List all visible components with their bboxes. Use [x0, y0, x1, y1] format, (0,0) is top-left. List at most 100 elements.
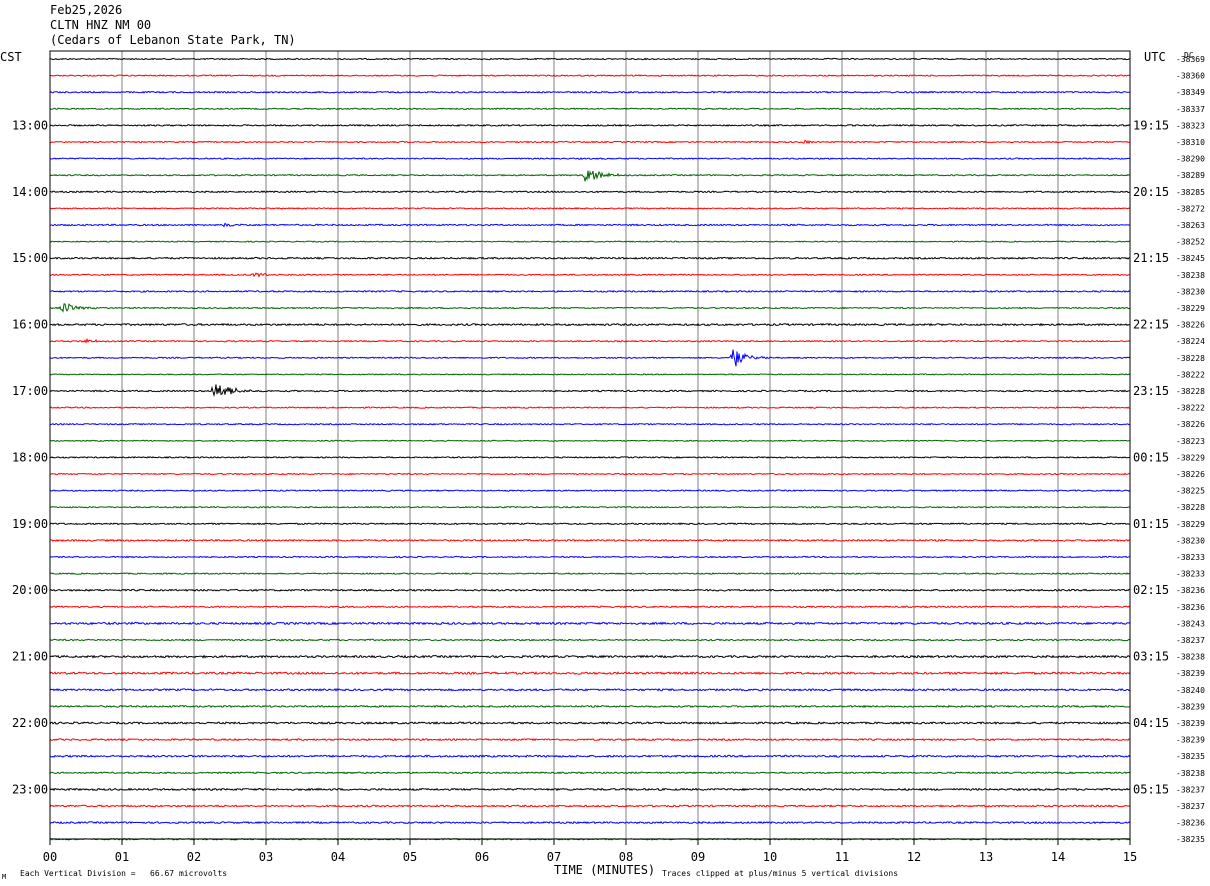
dc-offset-value: -38240: [1176, 686, 1205, 695]
x-tick-label: 14: [1051, 850, 1065, 864]
trace-line: [49, 721, 1131, 725]
trace-line: [49, 272, 1131, 278]
trace-line: [49, 322, 1131, 327]
dc-offset-value: -38285: [1176, 188, 1205, 197]
dc-offset-value: -38323: [1176, 121, 1205, 130]
dc-offset-value: -38245: [1176, 254, 1205, 263]
trace-line: [49, 256, 1131, 260]
vertical-scale-note: Each Vertical Division = 66.67 microvolt…: [20, 869, 227, 878]
cst-hour-label: 19:00: [12, 517, 48, 531]
x-tick-label: 15: [1123, 850, 1137, 864]
trace-line: [49, 240, 1131, 243]
trace-line: [49, 621, 1131, 626]
dc-offset-value: -38222: [1176, 404, 1205, 413]
dc-offset-value: -38222: [1176, 370, 1205, 379]
x-tick-label: 03: [259, 850, 273, 864]
trace-line: [49, 538, 1131, 543]
cst-zone-label: CST: [0, 50, 22, 64]
utc-hour-label: 22:15: [1133, 318, 1169, 332]
cst-hour-label: 16:00: [12, 318, 48, 332]
trace-line: [49, 489, 1131, 492]
dc-offset-labels: -38369 -38360 -38349 -38337 -38323 -38310 -382…: [1176, 55, 1205, 844]
station-location: (Cedars of Lebanon State Park, TN): [50, 33, 296, 47]
trace-line: [49, 107, 1131, 111]
dc-offset-value: -38230: [1176, 536, 1205, 545]
cst-hour-labels: 13:00 14:00 15:00 16:00 17:00 18:00 19:00 20:00…: [12, 118, 48, 796]
dc-offset-value: -38237: [1176, 636, 1205, 645]
trace-line: [49, 737, 1131, 742]
trace-line: [49, 704, 1131, 709]
dc-offset-value: -38224: [1176, 337, 1205, 346]
x-tick-label: 05: [403, 850, 417, 864]
trace-line: [49, 654, 1131, 659]
x-tick-label: 11: [835, 850, 849, 864]
trace-line: [49, 222, 1131, 228]
utc-hour-label: 01:15: [1133, 517, 1169, 531]
trace-line: [49, 57, 1131, 61]
seismic-traces: [49, 57, 1131, 841]
dc-offset-value: -38235: [1176, 835, 1205, 844]
trace-line: [49, 439, 1131, 442]
dc-offset-value: -38238: [1176, 769, 1205, 778]
dc-offset-value: -38238: [1176, 653, 1205, 662]
trace-line: [49, 139, 1130, 145]
dc-offset-value: -38243: [1176, 619, 1205, 628]
dc-offset-value: -38226: [1176, 470, 1205, 479]
trace-line: [49, 472, 1131, 476]
x-tick-label: 13: [979, 850, 993, 864]
dc-offset-value: -38252: [1176, 238, 1205, 247]
dc-offset-value: -38369: [1176, 55, 1205, 64]
dc-offset-value: -38310: [1176, 138, 1205, 147]
dc-offset-value: -38229: [1176, 453, 1205, 462]
trace-line: [49, 456, 1131, 459]
trace-line: [49, 384, 1131, 398]
cst-hour-label: 14:00: [12, 185, 48, 199]
utc-hour-label: 04:15: [1133, 716, 1169, 730]
trace-line: [49, 588, 1130, 592]
dc-offset-value: -38239: [1176, 736, 1205, 745]
cst-hour-label: 13:00: [12, 118, 48, 132]
utc-hour-labels: 19:15 20:15 21:15 22:15 23:15 00:15 01:15 02:15…: [1133, 118, 1169, 796]
x-tick-label: 01: [115, 850, 129, 864]
dc-offset-value: -38289: [1176, 171, 1205, 180]
utc-zone-label: UTC: [1144, 50, 1166, 64]
utc-hour-label: 02:15: [1133, 583, 1169, 597]
trace-line: [49, 123, 1131, 127]
utc-hour-label: 05:15: [1133, 782, 1169, 796]
trace-line: [49, 771, 1131, 775]
utc-hour-label: 20:15: [1133, 185, 1169, 199]
dc-offset-value: -38360: [1176, 72, 1205, 81]
dc-offset-value: -38238: [1176, 271, 1205, 280]
corner-mark: M: [2, 873, 6, 881]
cst-hour-label: 17:00: [12, 384, 48, 398]
utc-hour-label: 19:15: [1133, 118, 1169, 132]
x-tick-label: 12: [907, 850, 921, 864]
trace-line: [49, 671, 1131, 676]
dc-offset-value: -38237: [1176, 802, 1205, 811]
trace-line: [49, 687, 1131, 692]
cst-hour-label: 22:00: [12, 716, 48, 730]
trace-line: [49, 373, 1131, 376]
trace-line: [49, 638, 1131, 642]
dc-offset-value: -38226: [1176, 420, 1205, 429]
trace-line: [49, 572, 1131, 575]
station-code: CLTN HNZ NM 00: [50, 18, 152, 32]
dc-offset-value: -38226: [1176, 321, 1205, 330]
dc-offset-value: -38225: [1176, 487, 1205, 496]
utc-hour-label: 23:15: [1133, 384, 1169, 398]
dc-offset-value: -38228: [1176, 354, 1205, 363]
dc-offset-value: -38236: [1176, 819, 1205, 828]
trace-line: [49, 522, 1131, 526]
trace-line: [49, 74, 1131, 77]
x-tick-label: 04: [331, 850, 345, 864]
dc-offset-value: -38263: [1176, 221, 1205, 230]
dc-offset-value: -38239: [1176, 669, 1205, 678]
dc-offset-value: -38237: [1176, 785, 1205, 794]
dc-offset-value: -38228: [1176, 503, 1205, 512]
dc-offset-value: -38233: [1176, 570, 1205, 579]
x-tick-label: 09: [691, 850, 705, 864]
dc-offset-value: -38349: [1176, 88, 1205, 97]
trace-line: [49, 303, 1131, 313]
dc-offset-value: -38236: [1176, 586, 1205, 595]
